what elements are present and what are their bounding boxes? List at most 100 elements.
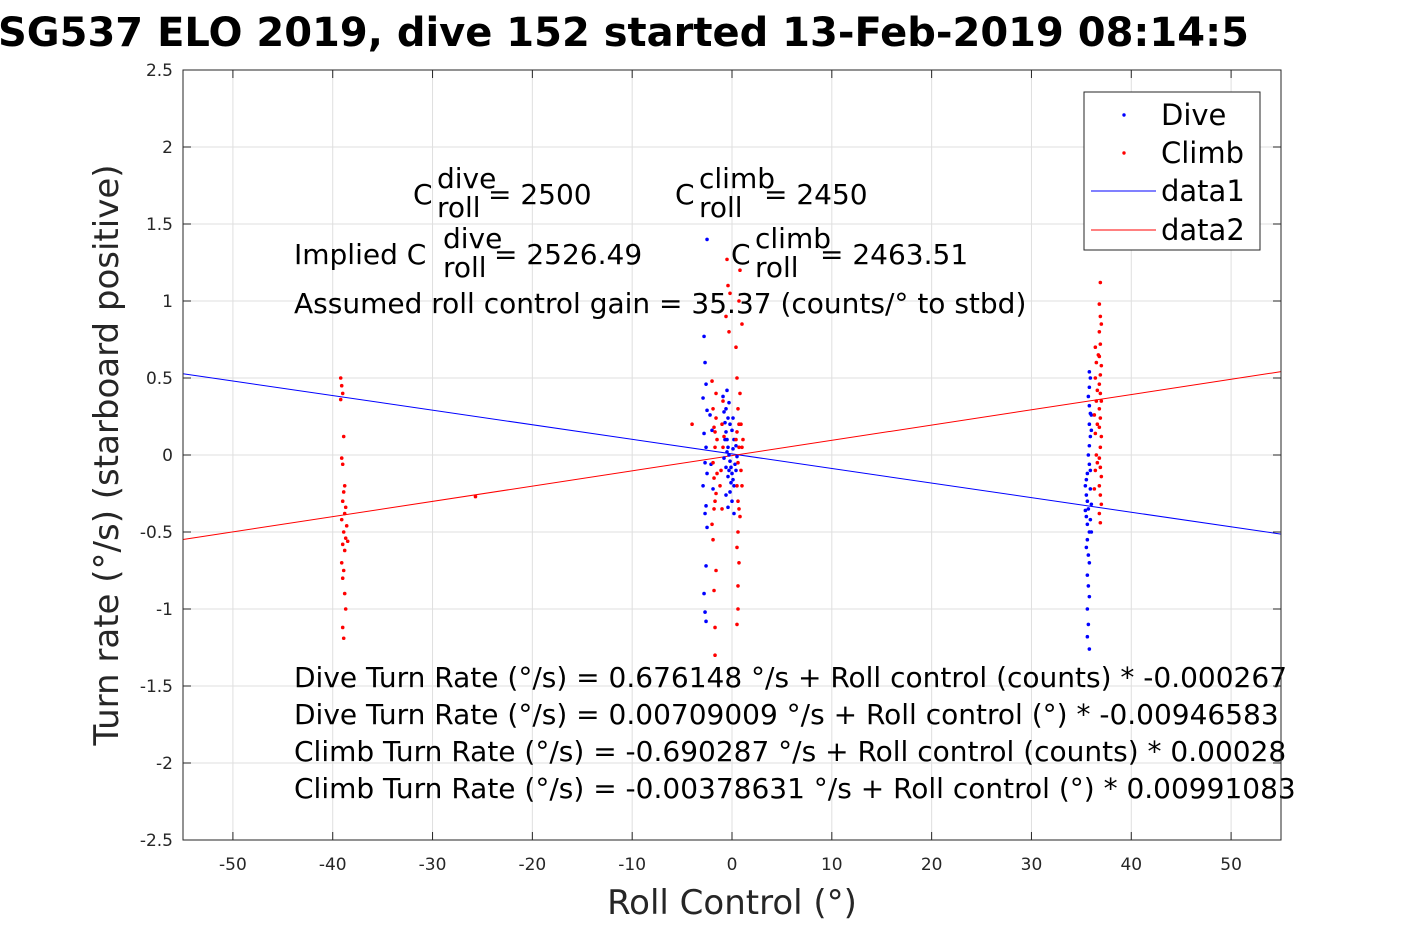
- point-climb: [712, 588, 716, 593]
- point-climb: [739, 468, 743, 473]
- point-climb: [1097, 302, 1102, 306]
- point-dive: [701, 484, 705, 488]
- point-climb: [710, 379, 714, 383]
- point-dive: [1089, 428, 1094, 433]
- point-climb: [738, 268, 742, 273]
- point-climb: [343, 505, 348, 510]
- point-dive: [730, 428, 734, 433]
- data-points: [338, 237, 1104, 657]
- point-dive: [1086, 622, 1091, 627]
- point-dive: [726, 445, 730, 450]
- point-dive: [734, 443, 738, 448]
- y-tick-label: -2: [156, 754, 173, 774]
- point-climb: [340, 391, 345, 396]
- point-climb: [737, 561, 741, 565]
- annotation-implied-value: = 2526.49: [494, 238, 642, 271]
- point-dive: [1086, 394, 1091, 399]
- fit-line-data1: [182, 373, 1282, 535]
- point-dive: [1087, 422, 1092, 427]
- point-climb: [714, 391, 718, 396]
- point-dive: [705, 237, 709, 242]
- legend-label-data2: data2: [1161, 213, 1245, 247]
- point-climb: [339, 456, 344, 460]
- point-climb: [736, 499, 740, 504]
- point-dive: [723, 420, 727, 425]
- point-climb: [341, 568, 346, 573]
- point-climb: [738, 391, 742, 396]
- point-dive: [1087, 594, 1092, 599]
- point-climb: [1098, 391, 1103, 396]
- point-climb: [342, 511, 347, 516]
- annotation-implied-sup: dive: [443, 222, 502, 255]
- legend-box: [1083, 91, 1261, 251]
- point-climb: [338, 376, 343, 380]
- point-dive: [1088, 517, 1093, 522]
- point-climb: [1097, 456, 1102, 460]
- point-climb: [715, 437, 719, 442]
- y-tick-label: -1.5: [140, 677, 173, 697]
- point-climb: [740, 322, 744, 326]
- point-climb: [740, 484, 744, 488]
- point-dive: [702, 431, 706, 436]
- point-dive: [1084, 493, 1089, 497]
- point-dive: [732, 511, 736, 516]
- point-climb: [342, 548, 347, 553]
- point-climb: [1097, 382, 1102, 386]
- point-climb: [735, 484, 739, 488]
- x-tick-label: 50: [1220, 855, 1242, 875]
- point-climb: [714, 416, 718, 420]
- point-dive: [724, 493, 728, 497]
- point-climb: [720, 507, 724, 511]
- point-climb: [737, 299, 741, 303]
- point-climb: [473, 494, 478, 499]
- point-climb: [341, 490, 346, 494]
- point-dive: [1085, 522, 1090, 527]
- annotation-c-roll-dive: C dive roll = 2500: [413, 162, 592, 224]
- chart-title: SG537 ELO 2019, dive 152 started 13-Feb-…: [0, 10, 1249, 56]
- point-climb: [711, 460, 715, 465]
- equation-dive-degrees: Dive Turn Rate (°/s) = 0.00709009 °/s + …: [294, 698, 1279, 731]
- point-dive: [1087, 385, 1092, 390]
- point-climb: [1099, 322, 1104, 326]
- point-climb: [340, 576, 345, 580]
- point-climb: [342, 484, 347, 488]
- point-climb: [339, 383, 344, 388]
- equation-dive-counts: Dive Turn Rate (°/s) = 0.676148 °/s + Ro…: [294, 661, 1287, 694]
- annotation-c-base: C: [413, 178, 433, 211]
- point-climb: [727, 330, 731, 334]
- x-tick-label: -10: [618, 855, 646, 875]
- point-dive: [1085, 537, 1090, 542]
- annotation-implied-sub: roll: [443, 251, 487, 284]
- point-dive: [730, 471, 734, 476]
- point-climb: [736, 607, 740, 611]
- legend-label-data1: data1: [1161, 174, 1245, 208]
- point-climb: [711, 537, 715, 542]
- point-climb: [735, 430, 739, 434]
- y-axis-label: Turn rate (°/s) (starboard positive): [87, 164, 127, 746]
- y-tick-label: -0.5: [140, 523, 173, 543]
- x-tick-label: 40: [1120, 855, 1142, 875]
- point-climb: [711, 407, 715, 411]
- point-dive: [1089, 413, 1094, 417]
- point-dive: [722, 456, 726, 460]
- point-climb: [721, 445, 725, 450]
- point-dive: [704, 504, 708, 508]
- point-climb: [713, 445, 717, 450]
- annotation-c-sub: roll: [699, 191, 743, 224]
- point-climb: [342, 591, 347, 596]
- point-climb: [339, 517, 344, 522]
- point-dive: [728, 490, 732, 494]
- y-tick-label: -1: [156, 600, 173, 620]
- legend-swatch-climb: [1122, 151, 1126, 155]
- point-climb: [1098, 416, 1103, 420]
- legend-label-climb: Climb: [1161, 136, 1244, 170]
- y-tick-label: -2.5: [140, 831, 173, 851]
- point-dive: [724, 407, 728, 411]
- annotation-c-sub: roll: [755, 251, 799, 284]
- point-dive: [734, 468, 738, 473]
- point-climb: [690, 422, 694, 427]
- point-dive: [704, 564, 708, 568]
- point-dive: [722, 410, 726, 414]
- annotation-c-sup: climb: [699, 162, 775, 195]
